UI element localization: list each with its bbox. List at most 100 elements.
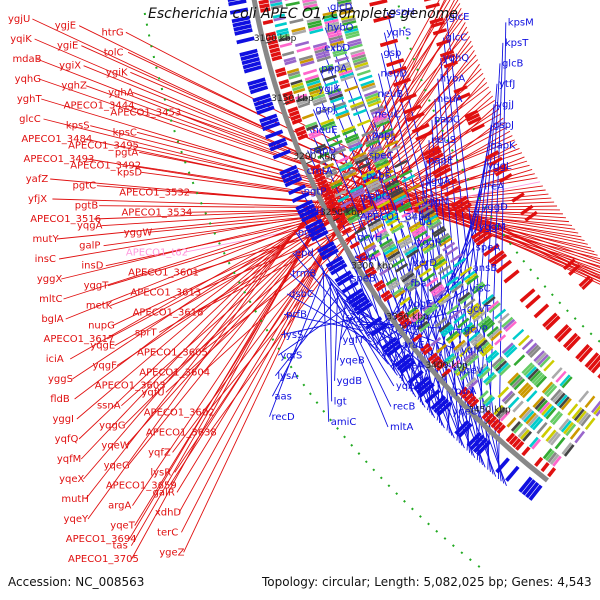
left-gene-label: insC [35,254,56,265]
feature-block [406,183,421,193]
feature-block [305,77,320,84]
right-connector-line [286,293,372,343]
feature-block [542,448,553,460]
forward-gene [457,422,473,439]
right-connector-line [271,283,333,397]
feature-block [406,306,418,316]
right-gene-label: pgk [298,227,317,238]
feature-block [364,136,379,145]
forward-gene [321,248,339,261]
reverse-gene [430,355,441,365]
right-connector-line [446,124,492,431]
right-gene-label: ansB [473,263,498,274]
feature-block [545,450,555,462]
feature-block [366,97,381,105]
reverse-gene-inner [429,17,444,25]
feature-block [440,269,454,280]
reverse-gene [268,43,280,50]
feature-block [472,283,486,295]
right-connector-line [399,227,477,379]
feature-block [389,282,401,292]
right-gene-label: neuB [378,89,404,100]
feature-block [344,85,359,93]
right-gene-label: yggL [487,161,512,172]
feature-block [431,255,445,266]
right-gene-label: yggD [481,202,508,213]
feature-block [442,241,456,252]
reverse-gene [419,342,431,353]
right-gene-label: pgtP [304,186,327,197]
reverse-gene [260,7,271,13]
feature-block [567,403,579,416]
feature-block [449,359,461,370]
reverse-gene [315,175,326,183]
reverse-gene [274,67,286,74]
right-gene-label: lysS [283,330,303,341]
reverse-gene [320,186,332,194]
reverse-gene [287,106,299,114]
feature-block [550,433,561,446]
feature-block [419,322,431,333]
feature-block [457,291,471,303]
feature-block [528,436,539,448]
left-gene-label: galP [79,241,100,252]
feature-block [445,276,459,287]
feature-block [306,79,321,87]
right-gene-label: fba [410,279,426,290]
left-gene-label: APECO1_3484 [21,134,92,145]
reverse-gene-inner [467,116,482,126]
feature-block [303,3,318,9]
feature-block [473,311,487,323]
feature-block [364,92,379,100]
feature-block [573,408,585,422]
feature-block [447,332,461,344]
feature-block [362,84,377,92]
forward-gene [370,323,388,337]
forward-gene [304,218,323,231]
right-connector-line [476,63,501,461]
tick-label: 3150 kbp [271,94,314,104]
reverse-gene [258,0,269,5]
reverse-gene-inner [436,39,451,47]
reverse-gene-inner [587,354,600,371]
feature-block [476,365,489,378]
feature-block [354,226,367,235]
feature-block [367,100,382,108]
right-gene-label: speC [369,151,394,162]
feature-block [495,360,508,372]
accession-label: Accession: NC_008563 [8,575,145,589]
feature-block [525,366,538,379]
feature-block [490,330,503,342]
feature-block [455,366,467,377]
feature-block [364,213,379,223]
feature-block [376,162,391,171]
left-gene-label: yafZ [26,174,49,185]
feature-block [339,9,354,16]
left-connector-line [158,95,494,387]
feature-block [450,252,463,264]
feature-block [507,372,520,385]
feature-block [390,224,405,234]
feature-block [425,277,439,288]
right-gene-label: glcE [449,12,470,23]
feature-block [411,313,423,323]
feature-block [327,88,342,96]
feature-block [376,199,391,209]
forward-gene [476,440,492,457]
reverse-gene-inner [503,269,520,284]
feature-block [316,55,331,63]
feature-block [486,300,500,312]
feature-block [294,40,310,47]
feature-block [334,189,347,198]
feature-block [411,225,425,235]
right-connector-line [269,270,326,417]
feature-block [478,367,491,380]
right-connector-line [466,83,498,451]
right-gene-label: kpsM [508,17,534,28]
reverse-gene [322,190,333,198]
feature-block [574,430,586,444]
feature-block [401,272,415,283]
feature-block [537,354,549,366]
forward-gene [253,97,272,107]
right-gene-label: recD [271,412,295,423]
